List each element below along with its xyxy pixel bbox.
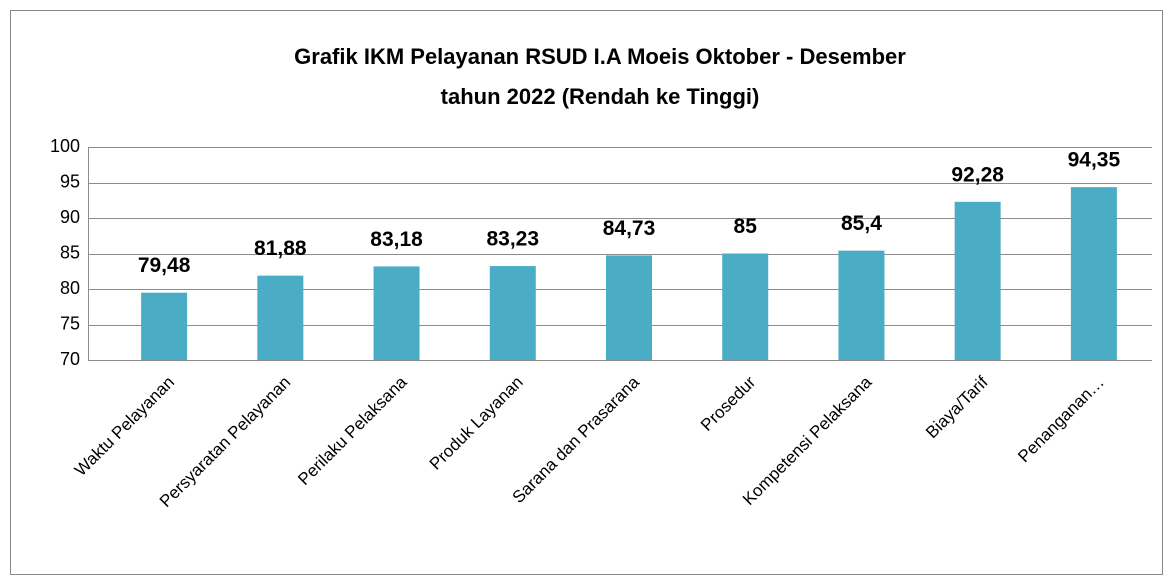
chart-title: tahun 2022 (Rendah ke Tinggi) bbox=[441, 84, 760, 109]
y-tick-label: 75 bbox=[60, 313, 80, 333]
value-label: 85 bbox=[734, 215, 758, 238]
y-tick-label: 85 bbox=[60, 242, 80, 262]
y-tick-label: 100 bbox=[50, 136, 80, 156]
value-label: 84,73 bbox=[603, 217, 656, 240]
bar bbox=[141, 292, 188, 360]
value-label: 79,48 bbox=[138, 254, 191, 277]
y-tick-label: 80 bbox=[60, 278, 80, 298]
bar bbox=[954, 201, 1001, 360]
bar bbox=[838, 250, 885, 360]
y-tick-label: 95 bbox=[60, 171, 80, 191]
value-label: 94,35 bbox=[1068, 149, 1121, 172]
value-label: 83,23 bbox=[486, 228, 539, 251]
y-tick-label: 90 bbox=[60, 207, 80, 227]
bar bbox=[1070, 187, 1117, 360]
value-label: 85,4 bbox=[841, 212, 882, 235]
value-label: 83,18 bbox=[370, 228, 423, 251]
bar bbox=[606, 255, 652, 360]
bar bbox=[489, 266, 536, 360]
bar bbox=[373, 266, 420, 360]
chart-title: Grafik IKM Pelayanan RSUD I.A Moeis Okto… bbox=[294, 44, 906, 69]
value-label: 92,28 bbox=[951, 163, 1004, 186]
value-label: 81,88 bbox=[254, 237, 307, 260]
bar bbox=[257, 275, 304, 360]
y-tick-label: 70 bbox=[60, 349, 80, 369]
bar bbox=[722, 253, 769, 360]
